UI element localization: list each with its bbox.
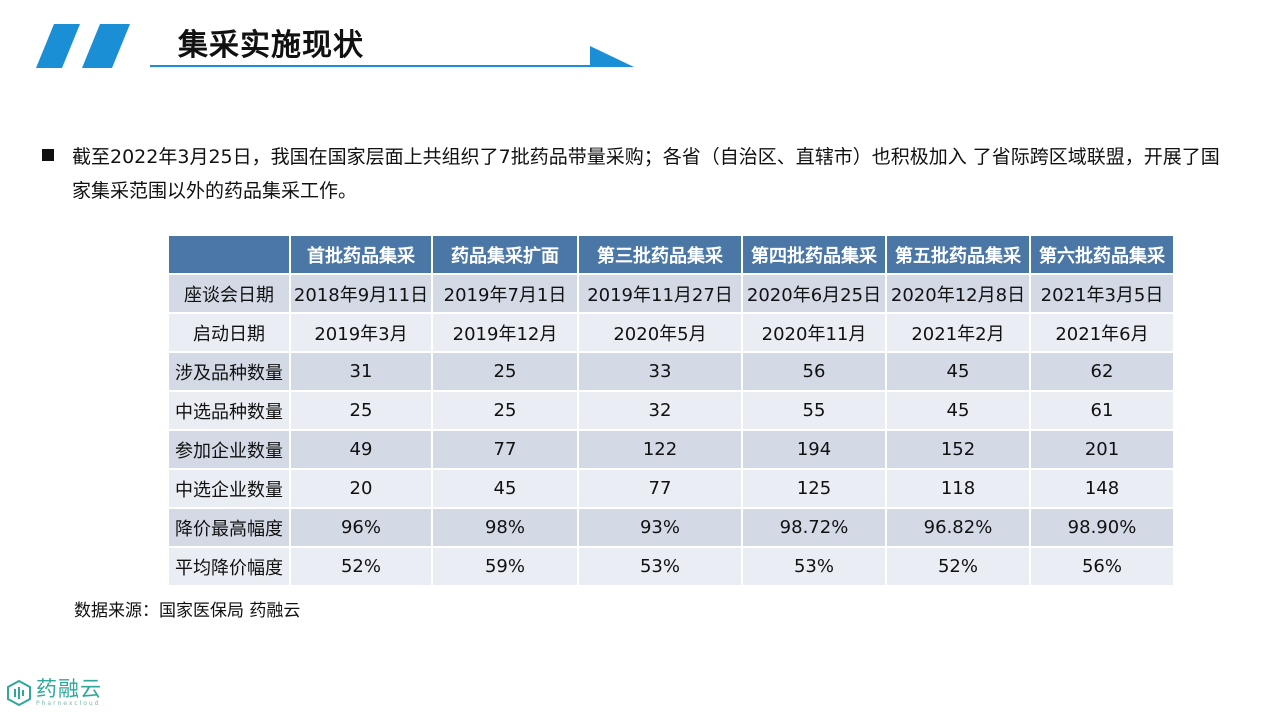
table-cell: 96%	[289, 507, 433, 548]
bullet-point: 截至2022年3月25日，我国在国家层面上共组织了7批药品带量采购；各省（自治区…	[42, 140, 1232, 208]
table-cell: 31	[289, 351, 433, 392]
table-cell: 2020年5月	[577, 312, 743, 353]
row-label: 启动日期	[167, 312, 291, 353]
column-header: 第六批药品集采	[1029, 234, 1175, 275]
header-underline	[150, 65, 630, 67]
table-cell: 98.90%	[1029, 507, 1175, 548]
table-cell: 52%	[885, 546, 1031, 587]
table-cell: 2021年2月	[885, 312, 1031, 353]
table-cell: 2021年6月	[1029, 312, 1175, 353]
table-row: 座谈会日期 2018年9月11日 2019年7月1日 2019年11月27日 2…	[167, 273, 1175, 314]
logo-name: 药融云	[36, 677, 102, 701]
table-cell: 2020年11月	[741, 312, 887, 353]
row-label: 平均降价幅度	[167, 546, 291, 587]
table-row: 启动日期 2019年3月 2019年12月 2020年5月 2020年11月 2…	[167, 312, 1175, 353]
table-cell: 148	[1029, 468, 1175, 509]
column-header: 第三批药品集采	[577, 234, 743, 275]
table-cell: 25	[289, 390, 433, 431]
table-cell: 20	[289, 468, 433, 509]
table-cell: 45	[885, 351, 1031, 392]
table-row: 涉及品种数量 31 25 33 56 45 62	[167, 351, 1175, 392]
logo-subtitle: Pharnexcloud	[36, 700, 101, 707]
table-cell: 201	[1029, 429, 1175, 470]
row-label: 座谈会日期	[167, 273, 291, 314]
table-cell: 53%	[577, 546, 743, 587]
table-cell: 194	[741, 429, 887, 470]
table-cell: 2019年7月1日	[431, 273, 579, 314]
table-cell: 32	[577, 390, 743, 431]
hexagon-logo-icon	[7, 680, 31, 706]
table-row: 中选品种数量 25 25 32 55 45 61	[167, 390, 1175, 431]
source-note: 数据来源：国家医保局 药融云	[74, 601, 301, 621]
table-cell: 98.72%	[741, 507, 887, 548]
table-corner	[167, 234, 291, 275]
table-cell: 45	[431, 468, 579, 509]
table-cell: 25	[431, 351, 579, 392]
table-header-row: 首批药品集采 药品集采扩面 第三批药品集采 第四批药品集采 第五批药品集采 第六…	[167, 234, 1175, 275]
table-cell: 61	[1029, 390, 1175, 431]
header-stripes-icon	[36, 24, 130, 68]
table-cell: 2019年3月	[289, 312, 433, 353]
table-row: 中选企业数量 20 45 77 125 118 148	[167, 468, 1175, 509]
column-header: 第五批药品集采	[885, 234, 1031, 275]
row-label: 降价最高幅度	[167, 507, 291, 548]
table-cell: 52%	[289, 546, 433, 587]
column-header: 第四批药品集采	[741, 234, 887, 275]
table-cell: 2021年3月5日	[1029, 273, 1175, 314]
column-header: 首批药品集采	[289, 234, 433, 275]
table-cell: 77	[431, 429, 579, 470]
table-cell: 118	[885, 468, 1031, 509]
bullet-square-icon	[42, 149, 54, 161]
table-cell: 55	[741, 390, 887, 431]
table-cell: 56%	[1029, 546, 1175, 587]
table-cell: 33	[577, 351, 743, 392]
bullet-text: 截至2022年3月25日，我国在国家层面上共组织了7批药品带量采购；各省（自治区…	[72, 146, 1220, 202]
table-cell: 2019年11月27日	[577, 273, 743, 314]
table-cell: 25	[431, 390, 579, 431]
table-cell: 49	[289, 429, 433, 470]
table-row: 平均降价幅度 52% 59% 53% 53% 52% 56%	[167, 546, 1175, 587]
table-cell: 125	[741, 468, 887, 509]
row-label: 中选品种数量	[167, 390, 291, 431]
table-cell: 98%	[431, 507, 579, 548]
table-cell: 45	[885, 390, 1031, 431]
table-cell: 93%	[577, 507, 743, 548]
table-cell: 53%	[741, 546, 887, 587]
column-header: 药品集采扩面	[431, 234, 579, 275]
row-label: 中选企业数量	[167, 468, 291, 509]
table-cell: 122	[577, 429, 743, 470]
table-cell: 2018年9月11日	[289, 273, 433, 314]
table-cell: 62	[1029, 351, 1175, 392]
table-cell: 2019年12月	[431, 312, 579, 353]
procurement-table: 首批药品集采 药品集采扩面 第三批药品集采 第四批药品集采 第五批药品集采 第六…	[167, 234, 1175, 587]
table-cell: 152	[885, 429, 1031, 470]
table-cell: 2020年6月25日	[741, 273, 887, 314]
table-cell: 2020年12月8日	[885, 273, 1031, 314]
table-row: 降价最高幅度 96% 98% 93% 98.72% 96.82% 98.90%	[167, 507, 1175, 548]
table-cell: 59%	[431, 546, 579, 587]
table-cell: 56	[741, 351, 887, 392]
brand-logo: 药融云 Pharnexcloud	[6, 678, 102, 708]
page-title: 集采实施现状	[178, 28, 364, 63]
header-triangle-icon	[590, 46, 634, 67]
row-label: 涉及品种数量	[167, 351, 291, 392]
table-cell: 96.82%	[885, 507, 1031, 548]
table-row: 参加企业数量 49 77 122 194 152 201	[167, 429, 1175, 470]
row-label: 参加企业数量	[167, 429, 291, 470]
table-cell: 77	[577, 468, 743, 509]
